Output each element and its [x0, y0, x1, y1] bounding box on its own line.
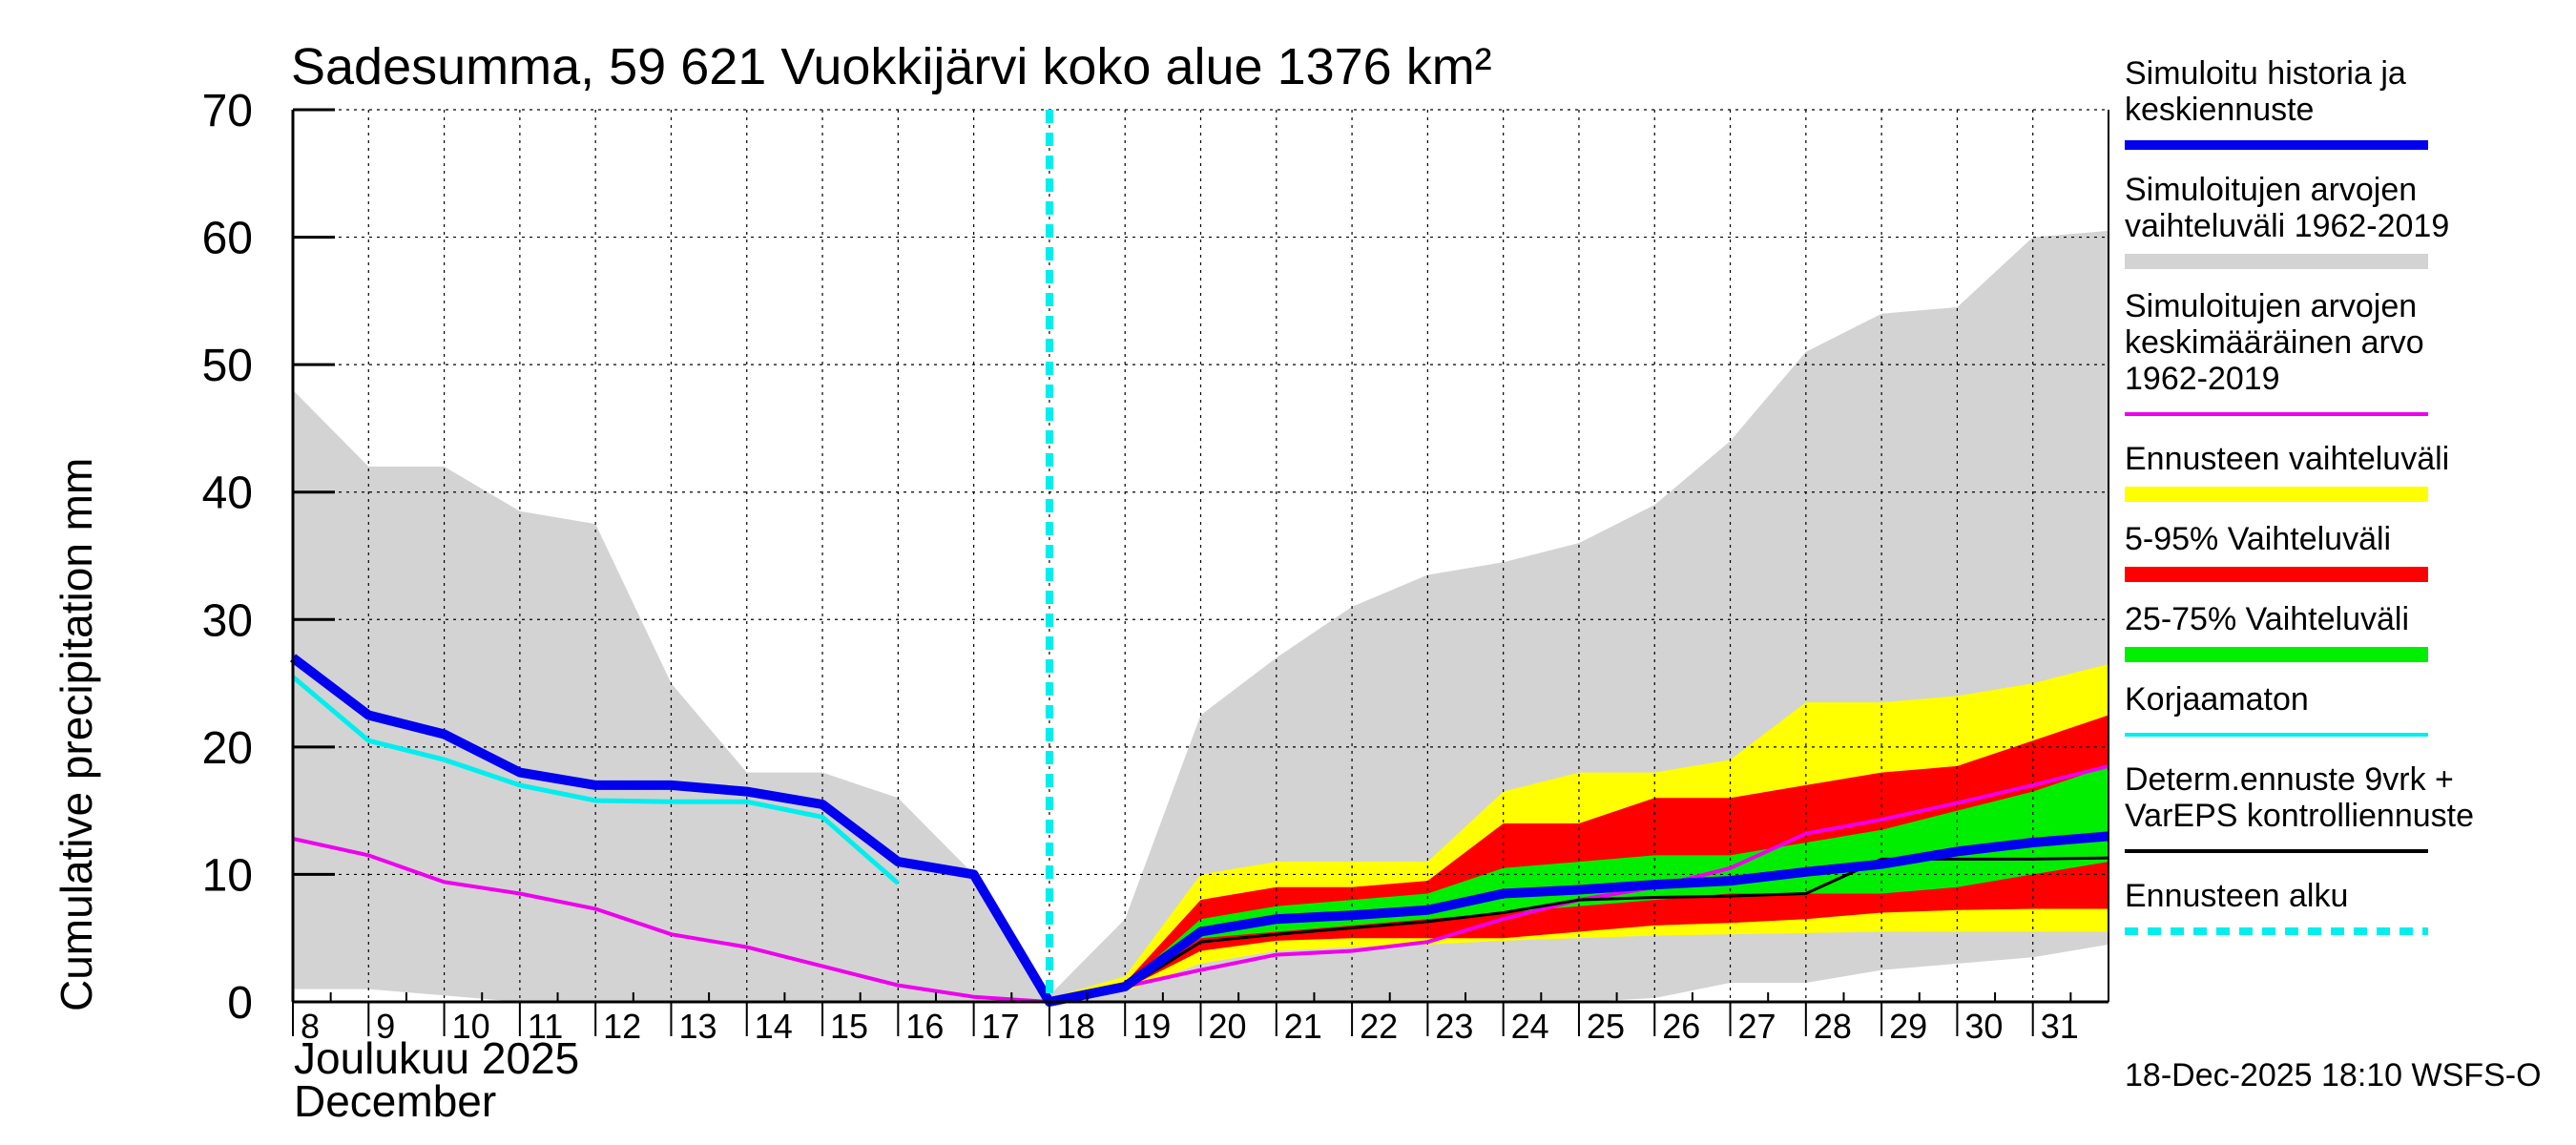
x-tick-label: 9	[376, 1007, 395, 1046]
plot-area	[289, 109, 2109, 1007]
series-line-uncorrected	[291, 675, 900, 885]
legend-label: vaihteluväli 1962-2019	[2125, 208, 2449, 244]
x-tick-label: 16	[905, 1007, 944, 1046]
x-axis: 8 9 10 11 12 13 14 15 16 17 18 19 20 21 22 23 24 25 26 27 28…	[292, 992, 2079, 1046]
legend-label: VarEPS kontrolliennuste	[2125, 798, 2474, 834]
x-tick-label: 13	[678, 1007, 717, 1046]
y-axis: 0 10 20 30 40 50 60 70	[202, 86, 335, 1029]
x-tick-label: 24	[1511, 1007, 1549, 1046]
x-tick-label: 27	[1738, 1007, 1776, 1046]
x-tick-label: 31	[2041, 1007, 2079, 1046]
x-tick-label: 14	[755, 1007, 793, 1046]
x-tick-label: 26	[1662, 1007, 1700, 1046]
legend-swatch	[2125, 567, 2428, 582]
x-tick-label: 20	[1209, 1007, 1247, 1046]
y-tick-label: 20	[202, 723, 253, 774]
y-tick-label: 40	[202, 468, 253, 519]
x-tick-label: 29	[1889, 1007, 1927, 1046]
y-tick-label: 70	[202, 86, 253, 136]
legend-swatch	[2125, 487, 2428, 502]
x-tick-label: 22	[1360, 1007, 1398, 1046]
x-tick-label: 15	[830, 1007, 868, 1046]
timestamp-footer: 18-Dec-2025 18:10 WSFS-O	[2125, 1057, 2542, 1093]
legend-label: 1962-2019	[2125, 361, 2280, 397]
legend-label: Determ.ennuste 9vrk +	[2125, 761, 2454, 798]
x-tick-label: 12	[603, 1007, 641, 1046]
legend-label: Simuloitujen arvojen	[2125, 288, 2417, 324]
y-axis-label: Cumulative precipitation mm	[52, 458, 101, 1011]
legend-label: Simuloitujen arvojen	[2125, 172, 2417, 208]
x-tick-label: 8	[301, 1007, 320, 1046]
legend-label: keskimääräinen arvo	[2125, 324, 2424, 361]
chart-title: Sadesumma, 59 621 Vuokkijärvi koko alue …	[291, 38, 1492, 95]
x-tick-label: 10	[452, 1007, 490, 1046]
series-line-simulated	[289, 654, 2109, 1007]
x-tick-label: 23	[1435, 1007, 1473, 1046]
x-tick-label: 19	[1132, 1007, 1171, 1046]
legend-label: Korjaamaton	[2125, 681, 2309, 718]
y-tick-label: 50	[202, 341, 253, 391]
legend-label: Ennusteen vaihteluväli	[2125, 441, 2449, 477]
x-axis-month-label: Joulukuu 2025	[294, 1033, 579, 1083]
x-tick-label: 28	[1814, 1007, 1852, 1046]
x-tick-label: 25	[1587, 1007, 1625, 1046]
legend-label: 25-75% Vaihteluväli	[2125, 601, 2409, 637]
y-tick-label: 0	[227, 978, 253, 1029]
y-tick-label: 60	[202, 214, 253, 264]
legend-swatch	[2125, 647, 2428, 662]
x-tick-label: 11	[528, 1007, 563, 1046]
y-tick-label: 30	[202, 595, 253, 646]
legend-label: Simuloitu historia ja	[2125, 55, 2406, 92]
x-tick-label: 21	[1284, 1007, 1322, 1046]
legend-swatch	[2125, 254, 2428, 269]
series-line-mean	[292, 763, 2109, 1005]
x-tick-label: 17	[982, 1007, 1020, 1046]
legend-label: keskiennuste	[2125, 92, 2314, 128]
x-tick-label: 18	[1057, 1007, 1095, 1046]
legend-label: Ennusteen alku	[2125, 878, 2348, 914]
p25-75-band	[1049, 765, 2109, 1002]
legend-label: 5-95% Vaihteluväli	[2125, 521, 2391, 557]
y-tick-label: 10	[202, 850, 253, 901]
x-tick-label: 30	[1964, 1007, 2003, 1046]
x-axis-month-label-en: December	[294, 1076, 496, 1126]
